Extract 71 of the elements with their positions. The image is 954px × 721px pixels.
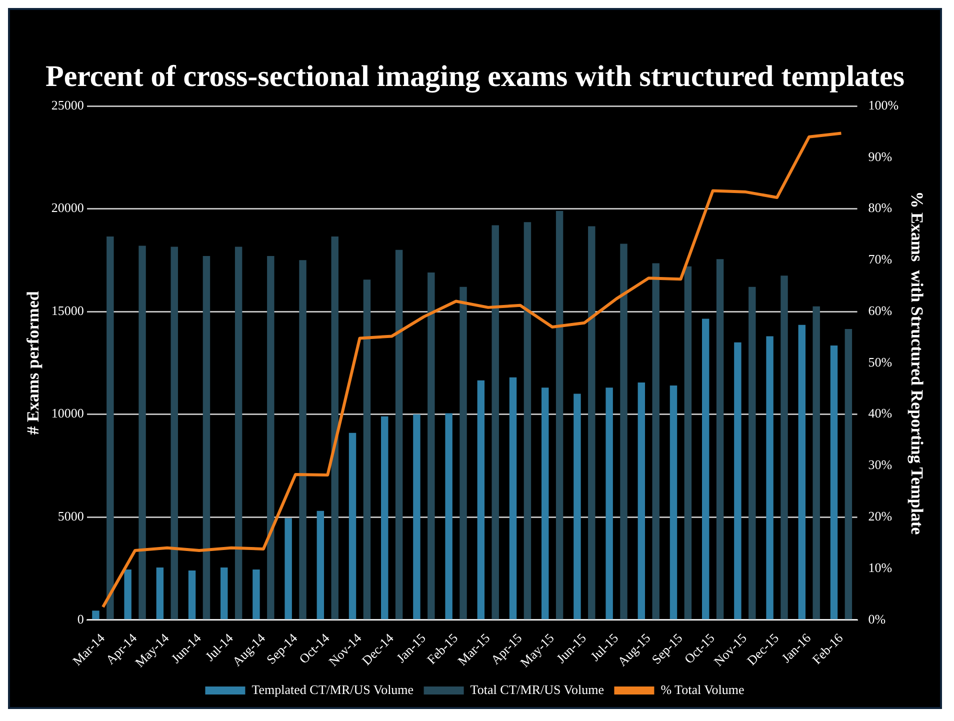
y2-tick-label: 70% [868,252,892,267]
bar [202,256,210,620]
bar [620,244,628,620]
bar [413,414,420,620]
bar [124,570,132,620]
bar [524,222,532,620]
bar [220,567,228,620]
y2-tick-label: 40% [868,406,892,421]
bar [267,256,274,620]
bar [684,266,692,620]
bar [830,345,838,620]
bar [766,336,774,620]
y2-tick-label: 30% [868,457,892,472]
bar [381,416,388,620]
bar [445,413,452,620]
y-tick-label: 5000 [58,508,84,524]
y-tick-label: 15000 [51,302,84,318]
bar [542,388,549,620]
bar [234,246,242,620]
chart-title: Percent of cross-sectional imaging exams with structured templates [45,60,905,93]
bar [556,210,564,620]
bar [348,432,356,620]
bar [492,225,499,620]
bar [670,386,678,620]
bar [395,250,403,620]
y-tick-label: 20000 [51,200,84,216]
bar [316,510,324,620]
y2-tick-label: 50% [868,354,892,370]
bar [638,382,646,620]
y2-tick-label: 0% [868,611,886,626]
y2-tick-label: 90% [868,148,892,164]
bar [363,280,371,620]
bar [188,570,196,620]
bar [574,394,581,620]
bar [606,388,613,620]
bar [477,380,485,620]
bar [780,276,788,620]
bar [798,324,806,620]
y2-tick-label: 10% [868,560,892,575]
bar [331,236,338,620]
bar [138,246,146,620]
legend-label: Templated CT/MR/US Volume [252,682,414,697]
bar [812,306,820,620]
bar [652,263,660,620]
bar [92,610,100,620]
y-axis-title: # Exams performed [24,290,43,435]
bar [106,236,114,620]
y-tick-label: 25000 [51,97,84,112]
bar [716,259,724,620]
y2-tick-label: 80% [868,200,892,216]
bar [252,570,260,620]
bar [428,272,435,620]
bar [509,377,517,620]
bar [734,342,742,620]
y-tick-label: 10000 [51,406,84,421]
bar [284,518,292,620]
bar [588,226,596,620]
y-tick-label: 0 [77,611,84,626]
bar [844,329,852,620]
bar [299,260,306,620]
y2-tick-label: 100% [868,97,899,112]
bar [702,318,710,620]
bar [748,286,756,620]
y2-axis-title: % Exams with Structured Reporting Template [907,191,926,536]
legend-label: Total CT/MR/US Volume [470,682,604,697]
bar [156,567,164,620]
bar [170,246,178,620]
y2-tick-label: 20% [868,508,892,524]
legend-label: % Total Volume [660,682,745,697]
y2-tick-label: 60% [868,302,892,318]
bar [460,286,467,620]
